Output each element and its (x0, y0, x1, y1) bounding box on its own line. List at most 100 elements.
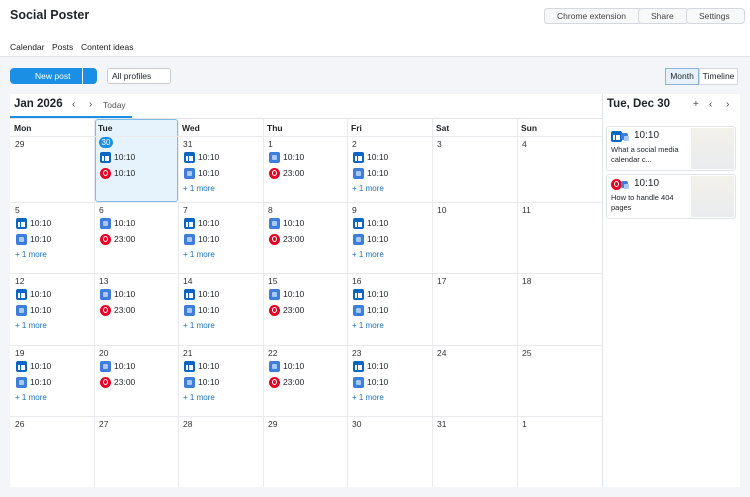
day-cell[interactable]: 5 10:10 10:10 + 1 more (10, 202, 94, 273)
day-cell[interactable]: 30 (347, 416, 432, 487)
view-toggle[interactable]: Timeline (699, 68, 738, 85)
day-cell[interactable]: 25 (517, 345, 602, 416)
day-cell[interactable]: 7 10:10 10:10 + 1 more (178, 202, 263, 273)
post-time[interactable]: 10:10 (198, 168, 220, 178)
day-cell[interactable]: 20 10:10 23:00 (94, 345, 178, 416)
post-time[interactable]: 23:00 (283, 377, 305, 387)
day-cell[interactable]: 31 (432, 416, 517, 487)
day-cell[interactable]: 2 10:10 10:10 + 1 more (347, 136, 432, 202)
day-cell[interactable]: 26 (10, 416, 94, 487)
day-cell[interactable]: 28 (178, 416, 263, 487)
tab[interactable]: Content ideas (81, 42, 134, 52)
post-time[interactable]: 10:10 (198, 305, 220, 315)
day-cell[interactable]: 23 10:10 10:10 + 1 more (347, 345, 432, 416)
post-time[interactable]: 10:10 (283, 289, 305, 299)
header-button[interactable]: Share (638, 8, 689, 24)
day-cell[interactable]: 1 (517, 416, 602, 487)
day-cell[interactable]: 22 10:10 23:00 (263, 345, 347, 416)
tab[interactable]: Posts (52, 42, 74, 52)
post-time[interactable]: 23:00 (283, 168, 305, 178)
post-time[interactable]: 10:10 (367, 289, 389, 299)
post-time[interactable]: 10:10 (367, 305, 389, 315)
more-link[interactable]: + 1 more (15, 393, 47, 402)
post-time[interactable]: 10:10 (30, 218, 52, 228)
post-time[interactable]: 10:10 (283, 218, 305, 228)
post-time[interactable]: 10:10 (114, 168, 136, 178)
side-next[interactable]: › (726, 99, 730, 110)
post-time[interactable]: 23:00 (114, 305, 136, 315)
post-time[interactable]: 10:10 (198, 218, 220, 228)
more-link[interactable]: + 1 more (352, 321, 384, 330)
day-cell[interactable]: 30 10:10 10:10 (94, 136, 178, 202)
profiles-select[interactable]: All profiles (107, 68, 171, 84)
side-add[interactable]: + (693, 99, 699, 110)
view-toggle[interactable]: Month (665, 68, 699, 85)
post-time[interactable]: 23:00 (283, 305, 305, 315)
post-time[interactable]: 23:00 (283, 234, 305, 244)
day-cell[interactable]: 27 (94, 416, 178, 487)
post-time[interactable]: 10:10 (198, 361, 220, 371)
more-link[interactable]: + 1 more (183, 184, 215, 193)
post-time[interactable]: 10:10 (114, 361, 136, 371)
day-cell[interactable]: 24 (432, 345, 517, 416)
more-link[interactable]: + 1 more (352, 250, 384, 259)
more-link[interactable]: + 1 more (183, 250, 215, 259)
day-cell[interactable]: 29 (10, 136, 94, 202)
day-cell[interactable]: 8 10:10 23:00 (263, 202, 347, 273)
post-time[interactable]: 10:10 (30, 305, 52, 315)
new-post-button[interactable]: New post (10, 68, 82, 84)
post-time[interactable]: 10:10 (198, 234, 220, 244)
prev-button[interactable]: ‹ (72, 99, 76, 110)
header-button[interactable]: Settings (686, 8, 745, 24)
post-time[interactable]: 10:10 (30, 234, 52, 244)
more-link[interactable]: + 1 more (15, 321, 47, 330)
more-link[interactable]: + 1 more (352, 393, 384, 402)
post-time[interactable]: 10:10 (283, 152, 305, 162)
copy-button[interactable] (83, 68, 97, 84)
day-cell[interactable]: 10 (432, 202, 517, 273)
post-time[interactable]: 10:10 (367, 234, 389, 244)
post-time[interactable]: 10:10 (367, 361, 389, 371)
post-time[interactable]: 10:10 (114, 289, 136, 299)
day-cell[interactable]: 3 (432, 136, 517, 202)
post-time[interactable]: 10:10 (114, 218, 136, 228)
post-time[interactable]: 10:10 (367, 152, 389, 162)
post-time[interactable]: 10:10 (367, 218, 389, 228)
more-link[interactable]: + 1 more (183, 393, 215, 402)
next-button[interactable]: › (89, 99, 93, 110)
more-link[interactable]: + 1 more (183, 321, 215, 330)
post-time[interactable]: 23:00 (114, 234, 136, 244)
post-card[interactable]: 10:10 What a social media calendar c... (606, 126, 736, 171)
day-cell[interactable]: 18 (517, 273, 602, 345)
post-time[interactable]: 10:10 (367, 377, 389, 387)
day-cell[interactable]: 4 (517, 136, 602, 202)
header-button[interactable]: Chrome extension (544, 8, 643, 24)
post-time[interactable]: 10:10 (283, 361, 305, 371)
day-cell[interactable]: 16 10:10 10:10 + 1 more (347, 273, 432, 345)
post-time[interactable]: 10:10 (30, 361, 52, 371)
today-button[interactable]: Today (103, 100, 126, 110)
side-prev[interactable]: ‹ (709, 99, 713, 110)
day-cell[interactable]: 12 10:10 10:10 + 1 more (10, 273, 94, 345)
day-cell[interactable]: 9 10:10 10:10 + 1 more (347, 202, 432, 273)
tab[interactable]: Calendar (10, 42, 45, 52)
day-cell[interactable]: 14 10:10 10:10 + 1 more (178, 273, 263, 345)
post-card[interactable]: 10:10 How to handle 404 pages (606, 174, 736, 219)
day-cell[interactable]: 31 10:10 10:10 + 1 more (178, 136, 263, 202)
day-cell[interactable]: 13 10:10 23:00 (94, 273, 178, 345)
day-cell[interactable]: 17 (432, 273, 517, 345)
post-time[interactable]: 10:10 (30, 377, 52, 387)
post-time[interactable]: 10:10 (114, 152, 136, 162)
day-cell[interactable]: 15 10:10 23:00 (263, 273, 347, 345)
post-time[interactable]: 10:10 (198, 289, 220, 299)
post-time[interactable]: 10:10 (198, 152, 220, 162)
day-cell[interactable]: 29 (263, 416, 347, 487)
day-cell[interactable]: 21 10:10 10:10 + 1 more (178, 345, 263, 416)
post-time[interactable]: 10:10 (367, 168, 389, 178)
more-link[interactable]: + 1 more (15, 250, 47, 259)
post-time[interactable]: 23:00 (114, 377, 136, 387)
more-link[interactable]: + 1 more (352, 184, 384, 193)
day-cell[interactable]: 6 10:10 23:00 (94, 202, 178, 273)
post-time[interactable]: 10:10 (198, 377, 220, 387)
post-time[interactable]: 10:10 (30, 289, 52, 299)
